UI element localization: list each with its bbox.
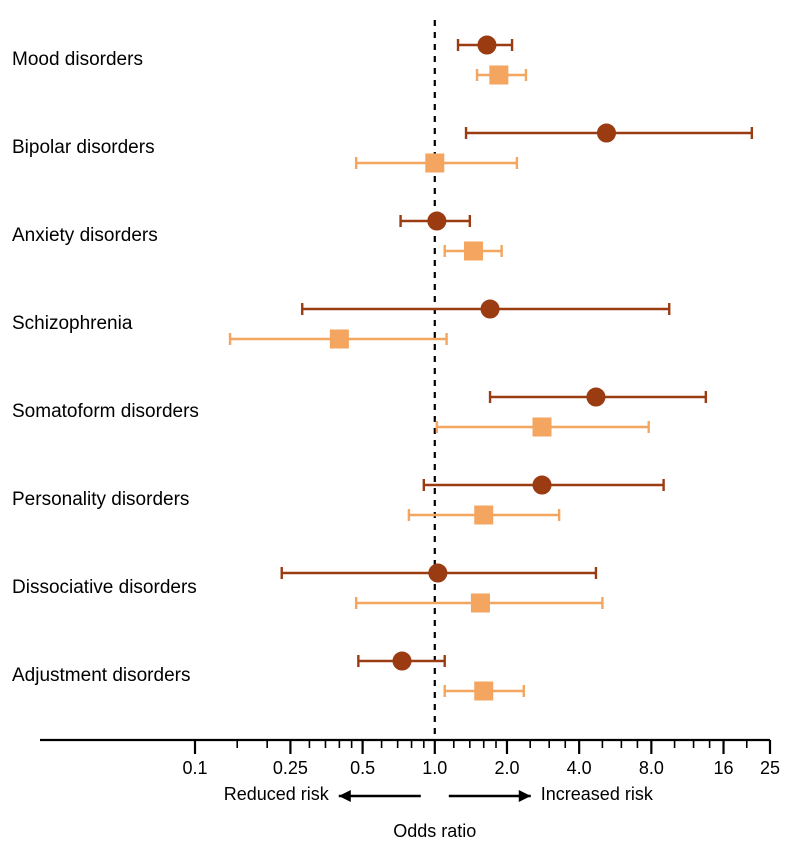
point-marker [475, 506, 493, 524]
category-label: Anxiety disorders [12, 225, 158, 247]
category-label: Dissociative disorders [12, 577, 197, 599]
category-label: Personality disorders [12, 489, 189, 511]
x-tick-label: 8.0 [639, 758, 664, 779]
x-tick-label: 4.0 [567, 758, 592, 779]
point-marker [533, 418, 551, 436]
category-label: Bipolar disorders [12, 137, 155, 159]
point-marker [533, 476, 551, 494]
x-axis-label: Odds ratio [393, 821, 476, 842]
point-marker [490, 66, 508, 84]
x-tick-label: 2.0 [494, 758, 519, 779]
point-marker [471, 594, 489, 612]
category-label: Mood disorders [12, 49, 143, 71]
category-label: Somatoform disorders [12, 401, 199, 423]
plot-svg [0, 0, 800, 858]
x-tick-label: 0.25 [273, 758, 308, 779]
increased-risk-label: Increased risk [541, 784, 653, 805]
reduced-risk-label: Reduced risk [224, 784, 329, 805]
x-tick-label: 0.1 [182, 758, 207, 779]
point-marker [426, 154, 444, 172]
point-marker [587, 388, 605, 406]
point-marker [481, 300, 499, 318]
category-label: Schizophrenia [12, 313, 132, 335]
point-marker [478, 36, 496, 54]
point-marker [429, 564, 447, 582]
x-tick-label: 1.0 [422, 758, 447, 779]
x-tick-label: 0.5 [350, 758, 375, 779]
x-tick-label: 25 [760, 758, 780, 779]
point-marker [464, 242, 482, 260]
point-marker [393, 652, 411, 670]
point-marker [330, 330, 348, 348]
point-marker [597, 124, 615, 142]
x-tick-label: 16 [714, 758, 734, 779]
forest-plot: 0.1 0.25 0.5 1.0 2.0 4.0 8.0 16 25 Mood disorders… [0, 0, 800, 858]
point-marker [475, 682, 493, 700]
point-marker [428, 212, 446, 230]
category-label: Adjustment disorders [12, 665, 190, 687]
